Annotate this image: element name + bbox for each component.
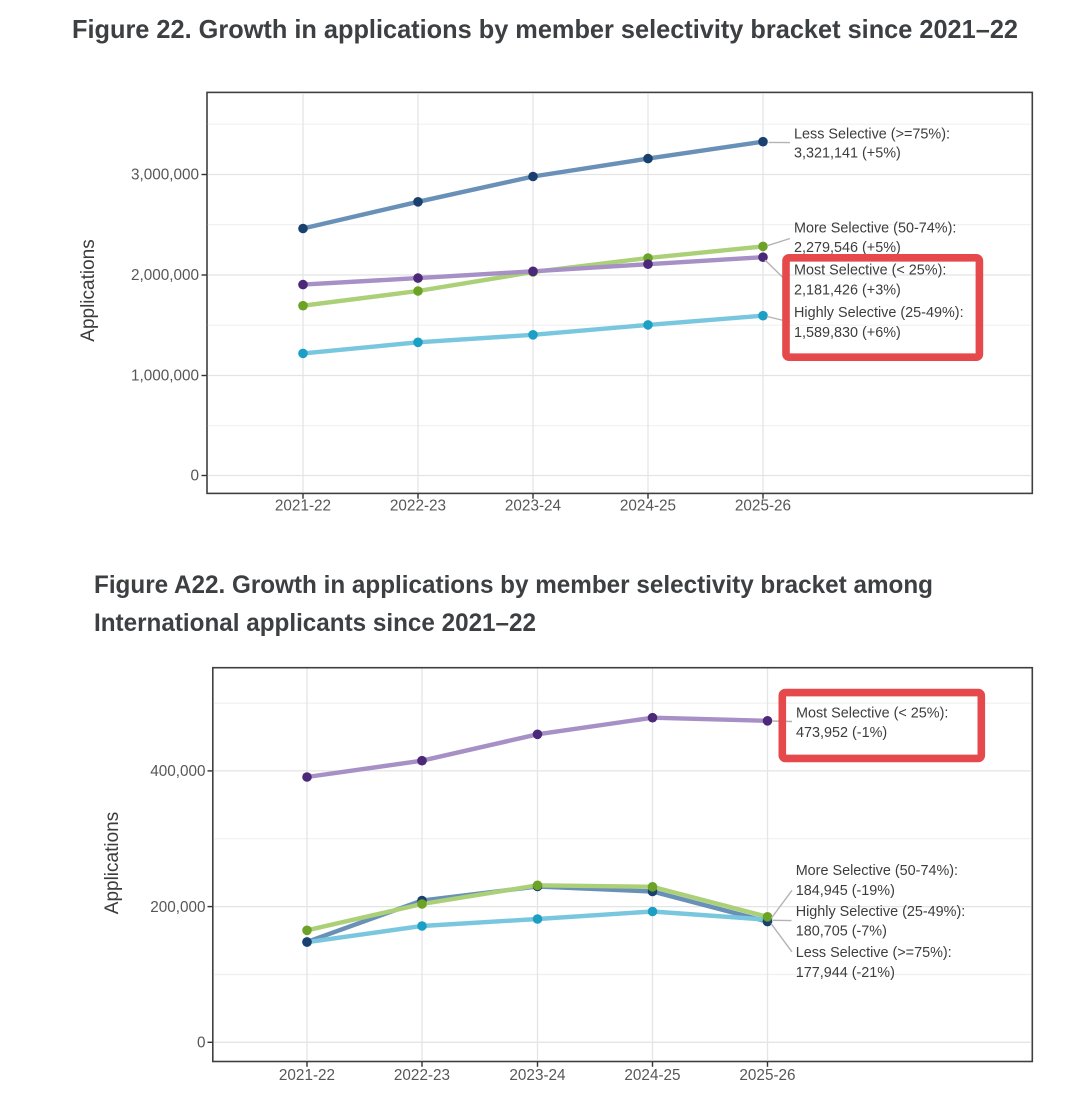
svg-text:Highly Selective (25-49%):: Highly Selective (25-49%): <box>796 904 966 920</box>
svg-text:2,181,426 (+3%): 2,181,426 (+3%) <box>794 283 901 299</box>
svg-text:Less Selective (>=75%):: Less Selective (>=75%): <box>794 126 950 142</box>
svg-text:2022-23: 2022-23 <box>394 1067 450 1084</box>
svg-text:More Selective (50-74%):: More Selective (50-74%): <box>796 863 958 879</box>
svg-text:More Selective (50-74%):: More Selective (50-74%): <box>794 221 956 237</box>
svg-text:2,000,000: 2,000,000 <box>131 267 199 284</box>
svg-text:180,705 (-7%): 180,705 (-7%) <box>796 924 887 940</box>
svg-text:0: 0 <box>190 468 199 485</box>
svg-text:2023-24: 2023-24 <box>509 1067 566 1084</box>
svg-text:1,000,000: 1,000,000 <box>131 368 199 385</box>
svg-text:Applications: Applications <box>102 812 123 914</box>
svg-text:Figure 22. Growth in applicati: Figure 22. Growth in applications by mem… <box>72 14 1018 44</box>
svg-text:2021-22: 2021-22 <box>275 498 331 515</box>
svg-text:Less Selective (>=75%):: Less Selective (>=75%): <box>796 945 952 961</box>
svg-text:2024-25: 2024-25 <box>620 498 676 515</box>
svg-text:2022-23: 2022-23 <box>390 498 446 515</box>
svg-text:Most Selective (< 25%):: Most Selective (< 25%): <box>794 263 946 279</box>
svg-text:177,944 (-21%): 177,944 (-21%) <box>796 965 895 981</box>
svg-text:0: 0 <box>197 1035 206 1052</box>
svg-text:2023-24: 2023-24 <box>505 498 562 515</box>
svg-text:Applications: Applications <box>78 239 99 341</box>
svg-text:3,321,141 (+5%): 3,321,141 (+5%) <box>794 145 901 161</box>
svg-text:473,952 (-1%): 473,952 (-1%) <box>796 725 887 741</box>
svg-text:400,000: 400,000 <box>150 763 205 780</box>
svg-text:2,279,546 (+5%): 2,279,546 (+5%) <box>794 240 901 256</box>
svg-text:184,945 (-19%): 184,945 (-19%) <box>796 883 895 899</box>
svg-text:Highly Selective (25-49%):: Highly Selective (25-49%): <box>794 305 964 321</box>
svg-text:3,000,000: 3,000,000 <box>131 167 199 184</box>
svg-text:2025-26: 2025-26 <box>739 1067 795 1084</box>
svg-text:Most Selective (< 25%):: Most Selective (< 25%): <box>796 705 948 721</box>
svg-text:Figure A22. Growth in applicat: Figure A22. Growth in applications by me… <box>94 571 933 599</box>
svg-text:2025-26: 2025-26 <box>735 498 791 515</box>
svg-text:1,589,830 (+6%): 1,589,830 (+6%) <box>794 325 901 341</box>
svg-text:International applicants since: International applicants since 2021–22 <box>94 609 536 637</box>
svg-text:200,000: 200,000 <box>150 899 205 916</box>
svg-text:2024-25: 2024-25 <box>624 1067 680 1084</box>
svg-text:2021-22: 2021-22 <box>279 1067 335 1084</box>
